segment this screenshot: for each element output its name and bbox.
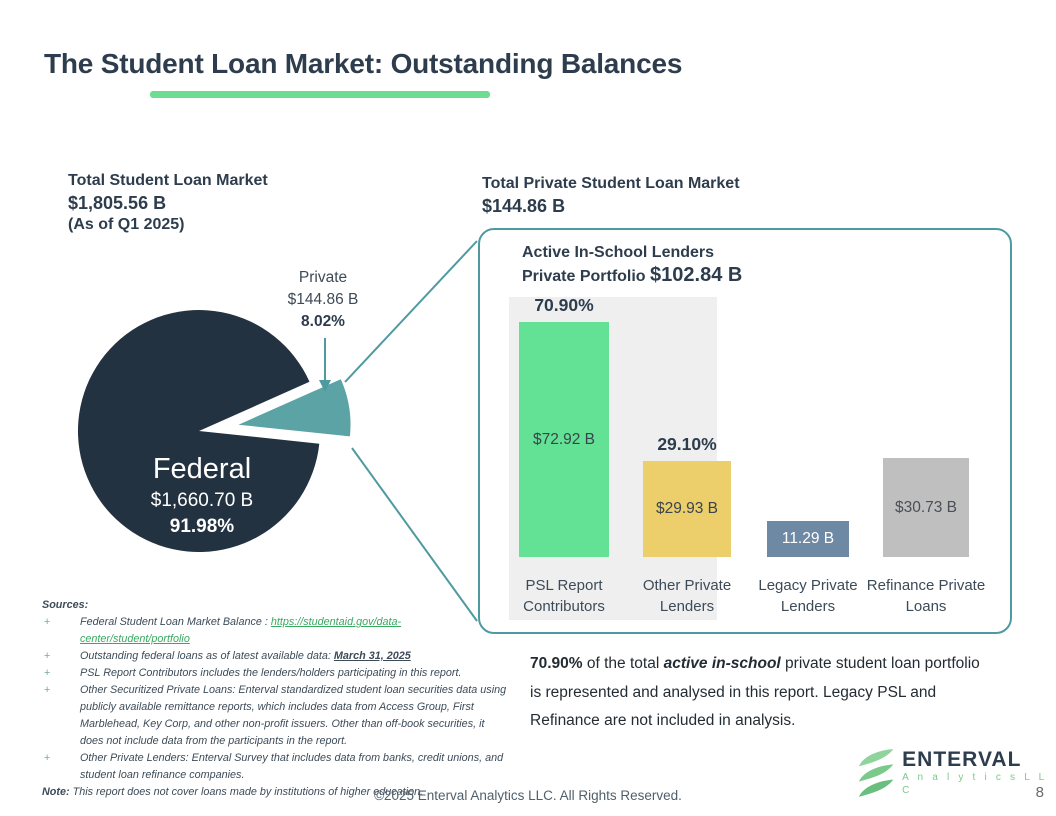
- title-underline: [150, 91, 490, 98]
- page-number: 8: [1035, 784, 1044, 801]
- federal-value: $1,660.70 B: [150, 490, 254, 511]
- plus-bullet-icon: +: [44, 650, 51, 662]
- sources-block: Sources: + Federal Student Loan Market B…: [42, 597, 510, 801]
- box-title: Active In-School Lenders Private Portfol…: [522, 241, 742, 288]
- private-market-value: $144.86 B: [482, 196, 566, 216]
- in-school-lenders-box: Active In-School Lenders Private Portfol…: [478, 228, 1012, 634]
- federal-slice-labels: Federal $1,660.70 B 91.98%: [114, 451, 290, 540]
- federal-label: Federal: [152, 453, 252, 485]
- source-note: Note: This report does not cover loans m…: [42, 786, 424, 798]
- connector-line-bottom: [351, 447, 478, 622]
- logo-name: ENTERVAL: [902, 748, 1022, 771]
- box-title-line2: Private Portfolio $102.84 B: [522, 264, 743, 286]
- source-item: + Other Securitized Private Loans: Enter…: [44, 684, 507, 747]
- box-title-value: $102.84 B: [650, 264, 743, 286]
- plus-bullet-icon: +: [44, 616, 51, 628]
- plus-bullet-icon: +: [44, 684, 51, 696]
- bar-legacy-private: 11.29 B: [767, 521, 849, 557]
- private-slice-callout: Private $144.86 B 8.02%: [253, 267, 393, 333]
- bar-category-label: Legacy Private Lenders: [758, 577, 858, 615]
- private-label: Private: [298, 269, 348, 286]
- bar-category-label: Other Private Lenders: [642, 577, 732, 615]
- logo-text: ENTERVAL A n a l y t i c s L L C: [902, 749, 1056, 797]
- sources-heading: Sources:: [42, 599, 89, 611]
- bar-pct-label: 29.10%: [657, 434, 717, 454]
- source-item: + Other Private Lenders: Enterval Survey…: [44, 752, 504, 781]
- private-pct: 8.02%: [301, 313, 345, 330]
- total-market-asof: (As of Q1 2025): [68, 216, 185, 233]
- total-market-header: Total Student Loan Market $1,805.56 B (A…: [68, 170, 268, 236]
- private-value: $144.86 B: [287, 291, 359, 308]
- pie-slice-private: [238, 379, 351, 437]
- bar-value-label: 11.29 B: [781, 530, 835, 547]
- bar-value-label: $72.92 B: [532, 430, 596, 448]
- copyright-footer: ©2025 Enterval Analytics LLC. All Rights…: [374, 788, 682, 803]
- total-market-value: $1,805.56 B: [68, 193, 167, 213]
- bar-value-label: $30.73 B: [894, 498, 958, 516]
- source-item: + PSL Report Contributors includes the l…: [42, 665, 510, 682]
- bar-refinance: $30.73 B: [883, 458, 969, 557]
- callout-arrow-head: [319, 380, 331, 392]
- box-title-line1: Active In-School Lenders: [522, 244, 715, 261]
- bar-value-label: $29.93 B: [655, 500, 719, 517]
- plus-bullet-icon: +: [44, 752, 51, 764]
- total-market-title: Total Student Loan Market: [68, 172, 268, 189]
- private-market-title: Total Private Student Loan Market: [482, 175, 740, 192]
- page-title: The Student Loan Market: Outstanding Bal…: [44, 48, 683, 79]
- private-market-header: Total Private Student Loan Market $144.8…: [482, 173, 740, 217]
- bar-pct-label: 70.90%: [534, 295, 594, 315]
- analysis-caption: 70.90% of the total active in-school pri…: [530, 655, 980, 729]
- source-link[interactable]: https://studentaid.gov/data-center/stude…: [80, 616, 402, 645]
- bar-category-label: Refinance Private Loans: [866, 577, 986, 615]
- plus-bullet-icon: +: [44, 667, 51, 679]
- source-item: + Federal Student Loan Market Balance : …: [44, 616, 402, 645]
- enterval-logo: ENTERVAL A n a l y t i c s L L C: [856, 748, 1056, 798]
- bar-category-label: PSL Report Contributors: [523, 577, 605, 615]
- source-item: + Outstanding federal loans as of latest…: [42, 648, 510, 665]
- bar-other-private: $29.93 B: [643, 461, 731, 557]
- source-date: March 31, 2025: [333, 650, 411, 662]
- leaf-icon: [858, 749, 894, 797]
- federal-pct: 91.98%: [169, 516, 235, 537]
- logo-subtitle: A n a l y t i c s L L C: [902, 772, 1047, 796]
- bar-psl-contributors: $72.92 B: [519, 322, 609, 557]
